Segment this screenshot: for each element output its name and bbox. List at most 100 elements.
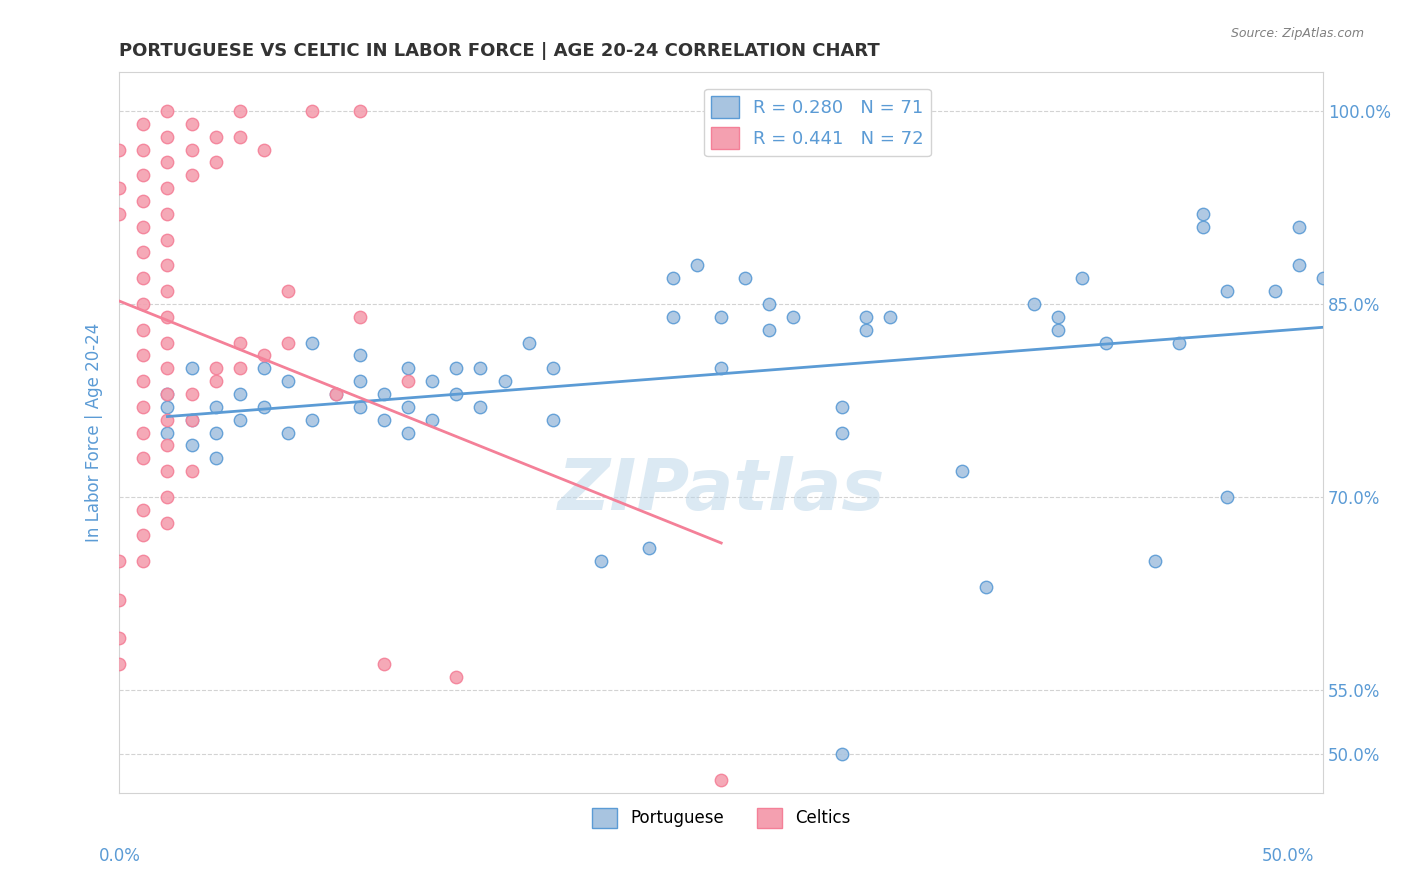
- Point: [228, 103, 250, 118]
- Point: [156, 412, 179, 426]
- Text: ZIPatlas: ZIPatlas: [558, 456, 884, 524]
- Point: [108, 592, 131, 607]
- Point: [855, 323, 877, 337]
- Point: [156, 361, 179, 376]
- Point: [517, 335, 540, 350]
- Point: [132, 451, 155, 466]
- Point: [228, 361, 250, 376]
- Point: [710, 310, 733, 324]
- Point: [156, 464, 179, 478]
- Point: [180, 117, 202, 131]
- Point: [253, 143, 276, 157]
- Point: [1264, 284, 1286, 298]
- Point: [156, 181, 179, 195]
- Point: [132, 323, 155, 337]
- Point: [396, 400, 419, 414]
- Point: [950, 464, 973, 478]
- Point: [420, 374, 443, 388]
- Point: [108, 632, 131, 646]
- Point: [156, 438, 179, 452]
- Point: [1143, 554, 1166, 568]
- Point: [132, 528, 155, 542]
- Point: [1216, 284, 1239, 298]
- Point: [974, 580, 997, 594]
- Point: [301, 412, 323, 426]
- Point: [132, 219, 155, 234]
- Point: [638, 541, 661, 556]
- Point: [228, 129, 250, 144]
- Point: [373, 387, 395, 401]
- Point: [204, 129, 226, 144]
- Point: [180, 438, 202, 452]
- Point: [1047, 323, 1070, 337]
- Point: [253, 348, 276, 362]
- Point: [1024, 297, 1046, 311]
- Point: [180, 143, 202, 157]
- Point: [831, 400, 853, 414]
- Point: [1095, 335, 1118, 350]
- Point: [156, 490, 179, 504]
- Point: [108, 554, 131, 568]
- Point: [156, 335, 179, 350]
- Point: [253, 361, 276, 376]
- Y-axis label: In Labor Force | Age 20-24: In Labor Force | Age 20-24: [86, 323, 103, 542]
- Point: [831, 425, 853, 440]
- Point: [156, 516, 179, 530]
- Point: [108, 207, 131, 221]
- Point: [1167, 335, 1189, 350]
- Point: [494, 374, 516, 388]
- Point: [156, 310, 179, 324]
- Point: [349, 103, 371, 118]
- Point: [349, 374, 371, 388]
- Point: [662, 310, 685, 324]
- Point: [132, 245, 155, 260]
- Point: [108, 181, 131, 195]
- Point: [156, 258, 179, 272]
- Point: [228, 387, 250, 401]
- Point: [132, 554, 155, 568]
- Point: [662, 271, 685, 285]
- Point: [301, 335, 323, 350]
- Point: [180, 387, 202, 401]
- Point: [373, 412, 395, 426]
- Text: 50.0%: 50.0%: [1263, 847, 1315, 865]
- Point: [325, 387, 347, 401]
- Text: PORTUGUESE VS CELTIC IN LABOR FORCE | AGE 20-24 CORRELATION CHART: PORTUGUESE VS CELTIC IN LABOR FORCE | AG…: [120, 42, 880, 60]
- Point: [156, 129, 179, 144]
- Point: [470, 400, 492, 414]
- Point: [180, 412, 202, 426]
- Point: [132, 271, 155, 285]
- Point: [1216, 490, 1239, 504]
- Point: [782, 310, 804, 324]
- Point: [204, 425, 226, 440]
- Point: [1312, 271, 1334, 285]
- Point: [1191, 219, 1213, 234]
- Point: [758, 297, 780, 311]
- Point: [396, 361, 419, 376]
- Point: [156, 207, 179, 221]
- Point: [156, 387, 179, 401]
- Point: [420, 412, 443, 426]
- Point: [277, 425, 299, 440]
- Point: [589, 554, 612, 568]
- Point: [396, 425, 419, 440]
- Point: [132, 143, 155, 157]
- Point: [132, 348, 155, 362]
- Point: [253, 400, 276, 414]
- Point: [277, 374, 299, 388]
- Text: Source: ZipAtlas.com: Source: ZipAtlas.com: [1230, 27, 1364, 40]
- Point: [301, 103, 323, 118]
- Text: 0.0%: 0.0%: [98, 847, 141, 865]
- Point: [277, 335, 299, 350]
- Point: [156, 400, 179, 414]
- Point: [446, 361, 468, 376]
- Point: [1288, 219, 1310, 234]
- Point: [156, 387, 179, 401]
- Point: [180, 361, 202, 376]
- Point: [228, 335, 250, 350]
- Point: [180, 464, 202, 478]
- Point: [349, 310, 371, 324]
- Point: [710, 772, 733, 787]
- Legend: Portuguese, Celtics: Portuguese, Celtics: [585, 801, 858, 835]
- Point: [156, 233, 179, 247]
